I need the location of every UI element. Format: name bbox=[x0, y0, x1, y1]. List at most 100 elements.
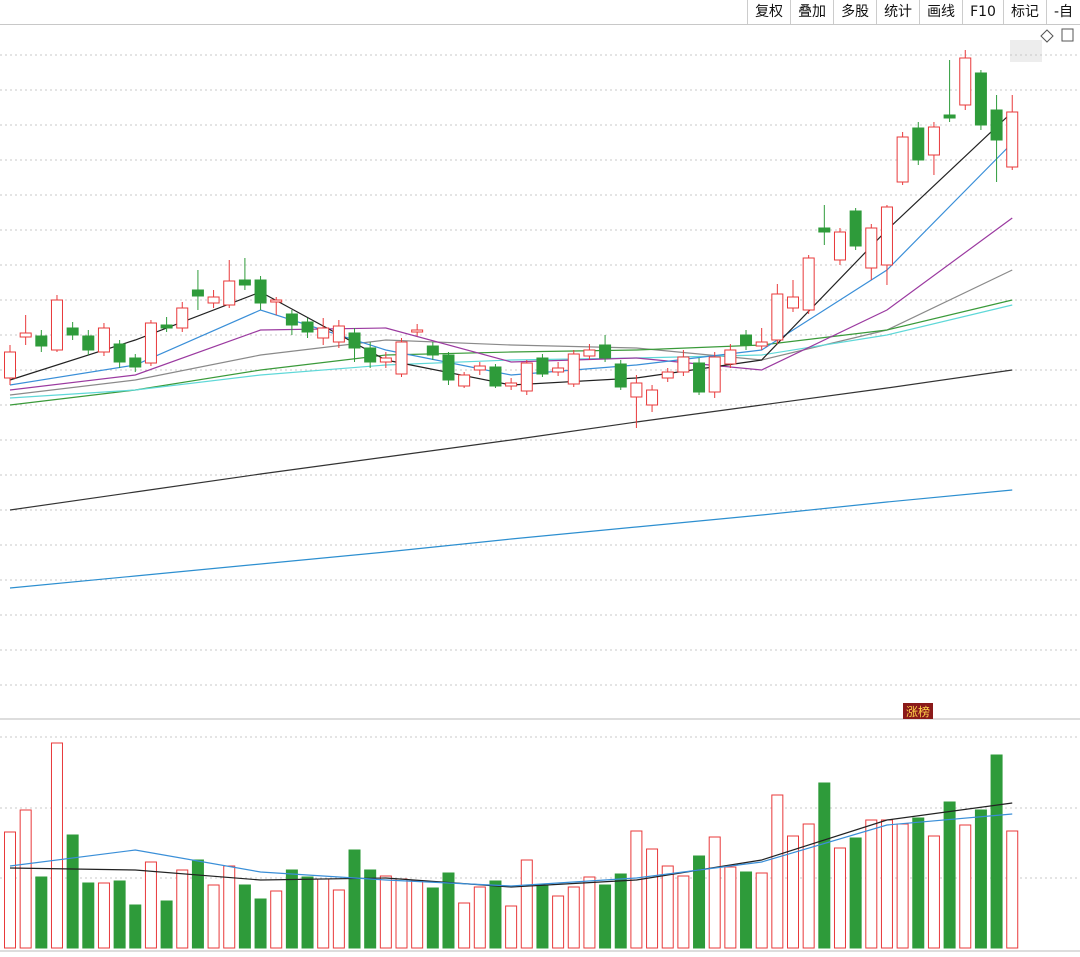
candle-body bbox=[129, 357, 142, 368]
volume-bar bbox=[426, 887, 439, 949]
volume-bar bbox=[285, 869, 298, 949]
candle-body bbox=[50, 299, 63, 351]
volume-bar bbox=[614, 873, 627, 949]
candle-body bbox=[614, 363, 627, 388]
toolbar-button[interactable]: 多股 bbox=[833, 0, 876, 24]
candle-body bbox=[599, 344, 612, 359]
panel-icon[interactable] bbox=[1061, 28, 1074, 42]
volume-bar bbox=[160, 900, 173, 949]
volume-bar bbox=[927, 835, 940, 949]
candle-body bbox=[97, 327, 110, 353]
candle-body bbox=[254, 279, 267, 304]
candle-body bbox=[489, 366, 502, 387]
moving-average bbox=[9, 269, 1013, 396]
candle-body bbox=[301, 321, 314, 333]
volume-bar bbox=[473, 886, 486, 949]
blurred-label bbox=[1010, 40, 1042, 62]
volume-bar bbox=[254, 898, 267, 949]
toolbar: 复权 叠加 多股 统计 画线 F10 标记 -自 bbox=[0, 0, 1080, 25]
volume-bar bbox=[129, 904, 142, 949]
volume-bar bbox=[379, 875, 392, 949]
candle-body bbox=[379, 357, 392, 363]
volume-bar bbox=[489, 880, 502, 949]
toolbar-button[interactable]: 标记 bbox=[1002, 0, 1046, 24]
moving-average bbox=[9, 304, 1013, 399]
volume-bar bbox=[4, 831, 16, 949]
candle-body bbox=[755, 341, 768, 347]
candle-body bbox=[630, 382, 643, 398]
volume-bar bbox=[740, 871, 753, 949]
candle-body bbox=[567, 353, 580, 385]
candle-body bbox=[896, 136, 909, 183]
volume-bar bbox=[880, 819, 893, 949]
volume-bar bbox=[818, 782, 831, 949]
candle-body bbox=[833, 231, 846, 261]
moving-average bbox=[9, 802, 1013, 888]
volume-bar bbox=[458, 902, 471, 949]
volume-bar bbox=[50, 742, 63, 949]
volume-bar bbox=[974, 809, 987, 949]
candle-body bbox=[348, 332, 361, 349]
toolbar-button[interactable]: 叠加 bbox=[790, 0, 833, 24]
volume-bar bbox=[567, 886, 580, 949]
candle-body bbox=[677, 356, 690, 373]
volume-bar bbox=[536, 884, 549, 949]
candle-body bbox=[191, 289, 204, 297]
volume-bar bbox=[849, 837, 862, 949]
volume-bar bbox=[771, 794, 784, 949]
diamond-icon[interactable] bbox=[1040, 29, 1054, 43]
volume-bar bbox=[411, 880, 424, 949]
toolbar-button[interactable]: 画线 bbox=[919, 0, 962, 24]
volume-bar bbox=[301, 876, 314, 949]
moving-average bbox=[9, 217, 1013, 391]
toolbar-button[interactable]: F10 bbox=[962, 0, 1003, 24]
candle-body bbox=[959, 57, 972, 106]
toolbar-button[interactable]: -自 bbox=[1045, 0, 1080, 24]
volume-bar bbox=[442, 872, 455, 949]
volume-bar bbox=[755, 872, 768, 949]
candle-body bbox=[552, 367, 565, 373]
volume-bar bbox=[113, 880, 126, 949]
volume-bar bbox=[176, 869, 189, 949]
volume-bar bbox=[630, 830, 643, 949]
candle-body bbox=[458, 374, 471, 387]
volume-bar bbox=[270, 890, 283, 949]
candle-body bbox=[693, 362, 706, 393]
volume-bar bbox=[912, 817, 925, 949]
volume-bar bbox=[959, 824, 972, 949]
badge: 涨榜 bbox=[906, 704, 930, 719]
toolbar-button[interactable]: 复权 bbox=[747, 0, 790, 24]
candle-body bbox=[332, 325, 345, 343]
candle-body bbox=[364, 347, 377, 363]
volume-bar bbox=[97, 882, 110, 949]
candle-body bbox=[473, 365, 486, 371]
candle-body bbox=[583, 349, 596, 357]
moving-average bbox=[9, 111, 1013, 386]
candle-body bbox=[974, 72, 987, 126]
moving-average bbox=[9, 299, 1013, 406]
volume-bar bbox=[552, 895, 565, 949]
volume-bar bbox=[990, 754, 1003, 949]
volume-bar bbox=[833, 847, 846, 949]
volume-bar bbox=[191, 859, 204, 949]
volume-bar bbox=[348, 849, 361, 949]
volume-bar bbox=[708, 836, 721, 949]
candle-body bbox=[442, 354, 455, 381]
volume-bar bbox=[364, 869, 377, 949]
candle-body bbox=[270, 299, 283, 303]
candle-body bbox=[536, 357, 549, 375]
volume-bar bbox=[35, 876, 48, 949]
candle-body bbox=[520, 362, 533, 392]
volume-bar bbox=[787, 835, 799, 949]
volume-bar bbox=[646, 848, 659, 949]
candle-body bbox=[724, 349, 737, 365]
volume-bar bbox=[395, 878, 408, 949]
badge-bg bbox=[903, 703, 933, 719]
candle-body bbox=[82, 335, 95, 351]
volume-bar bbox=[144, 861, 157, 949]
candle-body bbox=[144, 322, 157, 364]
candle-body bbox=[787, 296, 799, 309]
volume-bar bbox=[1006, 830, 1019, 949]
volume-bar bbox=[599, 884, 612, 949]
toolbar-button[interactable]: 统计 bbox=[876, 0, 919, 24]
